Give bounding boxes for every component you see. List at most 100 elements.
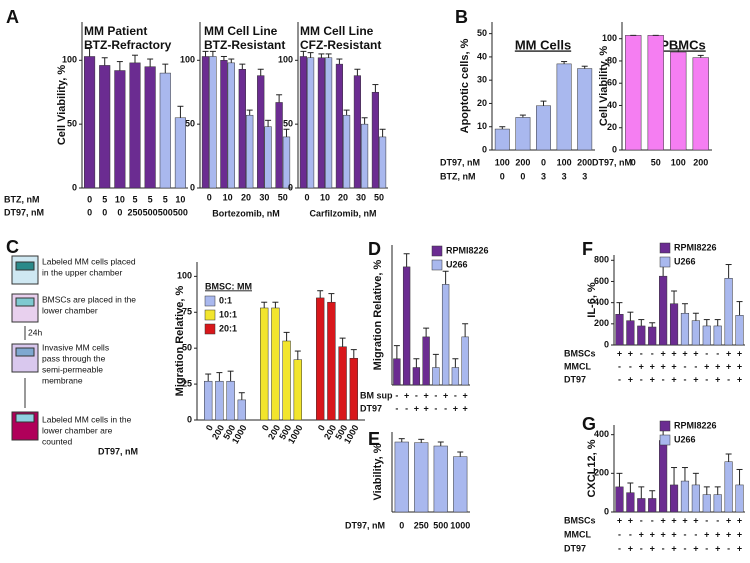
row-value: + (715, 361, 720, 371)
row-value: + (453, 403, 458, 413)
row-value: + (617, 348, 622, 358)
legend-label: RPMI8226 (446, 245, 489, 255)
x-tick-label: 0 (316, 423, 327, 432)
row-label: BTZ, nM (4, 194, 40, 204)
row-value: 5 (148, 194, 153, 204)
y-tick-label: 100 (278, 55, 293, 65)
legend-swatch (204, 295, 216, 307)
x-tick-label: 30 (259, 192, 269, 202)
error-bar (216, 372, 223, 382)
error-bar (616, 472, 623, 487)
diagram-text: BMSCs are placed in the (42, 294, 136, 304)
bar (238, 68, 246, 189)
x-tick-label: 30 (356, 192, 366, 202)
row-value: + (704, 529, 709, 539)
error-bar (283, 128, 290, 137)
bar (394, 441, 409, 513)
bar (349, 357, 358, 421)
row-value: 10 (175, 194, 185, 204)
row-value: + (660, 529, 665, 539)
y-tick-label: 0 (604, 339, 609, 349)
y-tick-label: 50 (67, 119, 77, 129)
row-value: - (629, 361, 632, 371)
x-tick-label: 20 (338, 192, 348, 202)
bar (691, 320, 700, 346)
row-value: - (405, 403, 408, 413)
bar (659, 275, 668, 346)
bar (702, 494, 711, 513)
error-bar (398, 438, 405, 442)
diagram-text: Invasive MM cells (42, 342, 109, 352)
row-value: + (737, 348, 742, 358)
row-value: - (694, 529, 697, 539)
row-value: 500 (173, 207, 188, 217)
row-value: + (715, 543, 720, 553)
bar (669, 303, 679, 346)
x-tick-label: 50 (374, 192, 384, 202)
bar (433, 445, 448, 513)
row-value: 0 (102, 207, 107, 217)
bar (637, 325, 646, 346)
x-tick-label: 0 (304, 192, 309, 202)
error-bar (581, 65, 588, 69)
error-bar (328, 293, 335, 303)
bar (713, 494, 722, 513)
error-bar (638, 486, 645, 499)
row-value: + (693, 515, 698, 525)
row-value: + (737, 374, 742, 384)
row-value: 0 (541, 157, 546, 167)
row-value: - (727, 374, 730, 384)
error-bar (703, 486, 710, 495)
row-value: + (628, 348, 633, 358)
row-value: 500 (433, 520, 448, 530)
bar (129, 62, 141, 189)
error-bar (354, 68, 361, 76)
legend-swatch (659, 256, 671, 268)
row-value: - (716, 348, 719, 358)
row-label: DT97 (360, 403, 382, 413)
bar (159, 72, 171, 189)
diagram-text: lower chamber (42, 305, 98, 315)
legend-swatch (659, 434, 671, 446)
bar (515, 117, 531, 151)
y-tick-label: 40 (477, 51, 487, 61)
panel-label: D (368, 239, 381, 259)
bar (670, 51, 687, 151)
error-bar (432, 353, 439, 368)
row-value: + (726, 515, 731, 525)
row-value: + (671, 348, 676, 358)
bar (325, 57, 333, 189)
diagram-text: lower chamber are (42, 425, 113, 435)
error-bar (307, 52, 314, 58)
row-value: + (726, 529, 731, 539)
bar (692, 57, 709, 151)
x-axis-label: DT97, nM (98, 446, 138, 456)
error-bar (132, 54, 138, 63)
chart-title: MM Patient (84, 24, 147, 38)
row-value: - (705, 374, 708, 384)
bar (648, 498, 657, 513)
row-value: + (639, 529, 644, 539)
y-tick-label: 0 (612, 144, 617, 154)
row-value: + (715, 529, 720, 539)
panel-label: C (6, 237, 19, 257)
error-bar (372, 84, 379, 93)
row-value: 1000 (450, 520, 470, 530)
bar (316, 297, 325, 421)
x-tick-label: 10 (223, 192, 233, 202)
y-tick-label: 60 (607, 78, 617, 88)
row-value: 0 (117, 207, 122, 217)
y-tick-label: 800 (594, 255, 609, 265)
bar (99, 65, 111, 189)
row-value: - (454, 390, 457, 400)
row-value: 0 (399, 520, 404, 530)
bar (338, 346, 347, 421)
y-tick-label: 0 (187, 414, 192, 424)
row-value: + (628, 543, 633, 553)
bar (393, 358, 401, 386)
bar (264, 126, 272, 189)
y-tick-label: 20 (607, 122, 617, 132)
chart-title: BTZ-Refractory (84, 38, 172, 52)
y-tick-label: 0 (604, 506, 609, 516)
row-value: 200 (515, 157, 530, 167)
